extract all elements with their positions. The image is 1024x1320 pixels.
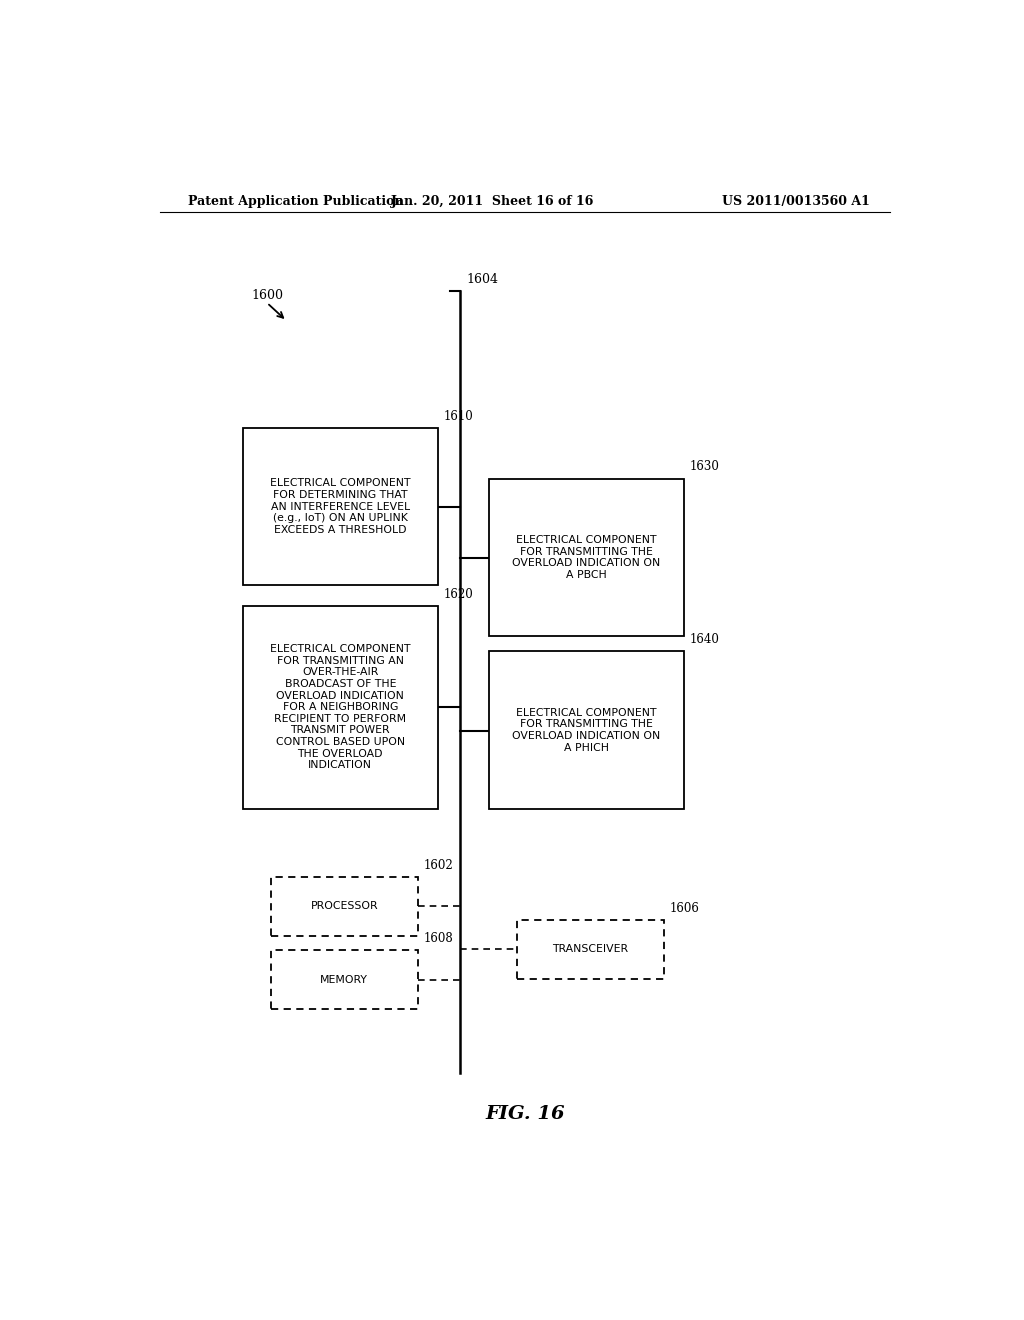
Bar [489, 651, 684, 809]
Bar [243, 428, 437, 585]
Bar [270, 876, 418, 936]
Text: TRANSCEIVER: TRANSCEIVER [552, 944, 629, 954]
Text: ELECTRICAL COMPONENT
FOR TRANSMITTING THE
OVERLOAD INDICATION ON
A PHICH: ELECTRICAL COMPONENT FOR TRANSMITTING TH… [512, 708, 660, 752]
Text: 1630: 1630 [690, 461, 720, 474]
Text: 1606: 1606 [670, 902, 699, 915]
Text: 1608: 1608 [424, 932, 454, 945]
Text: 1604: 1604 [467, 273, 499, 286]
Text: ELECTRICAL COMPONENT
FOR TRANSMITTING AN
OVER-THE-AIR
BROADCAST OF THE
OVERLOAD : ELECTRICAL COMPONENT FOR TRANSMITTING AN… [270, 644, 411, 771]
Text: 1620: 1620 [443, 587, 474, 601]
Text: PROCESSOR: PROCESSOR [310, 902, 378, 912]
Bar [270, 950, 418, 1008]
Text: 1600: 1600 [251, 289, 283, 302]
Bar [243, 606, 437, 809]
Text: 1640: 1640 [690, 634, 720, 647]
Bar [517, 920, 664, 978]
Text: 1602: 1602 [424, 859, 454, 873]
Text: ELECTRICAL COMPONENT
FOR DETERMINING THAT
AN INTERFERENCE LEVEL
(e.g., IoT) ON A: ELECTRICAL COMPONENT FOR DETERMINING THA… [270, 478, 411, 535]
Text: FIG. 16: FIG. 16 [485, 1105, 564, 1123]
Bar [489, 479, 684, 636]
Text: Patent Application Publication: Patent Application Publication [187, 194, 403, 207]
Text: Jan. 20, 2011  Sheet 16 of 16: Jan. 20, 2011 Sheet 16 of 16 [391, 194, 595, 207]
Text: MEMORY: MEMORY [321, 974, 369, 985]
Text: 1610: 1610 [443, 409, 474, 422]
Text: ELECTRICAL COMPONENT
FOR TRANSMITTING THE
OVERLOAD INDICATION ON
A PBCH: ELECTRICAL COMPONENT FOR TRANSMITTING TH… [512, 535, 660, 579]
Text: US 2011/0013560 A1: US 2011/0013560 A1 [722, 194, 870, 207]
